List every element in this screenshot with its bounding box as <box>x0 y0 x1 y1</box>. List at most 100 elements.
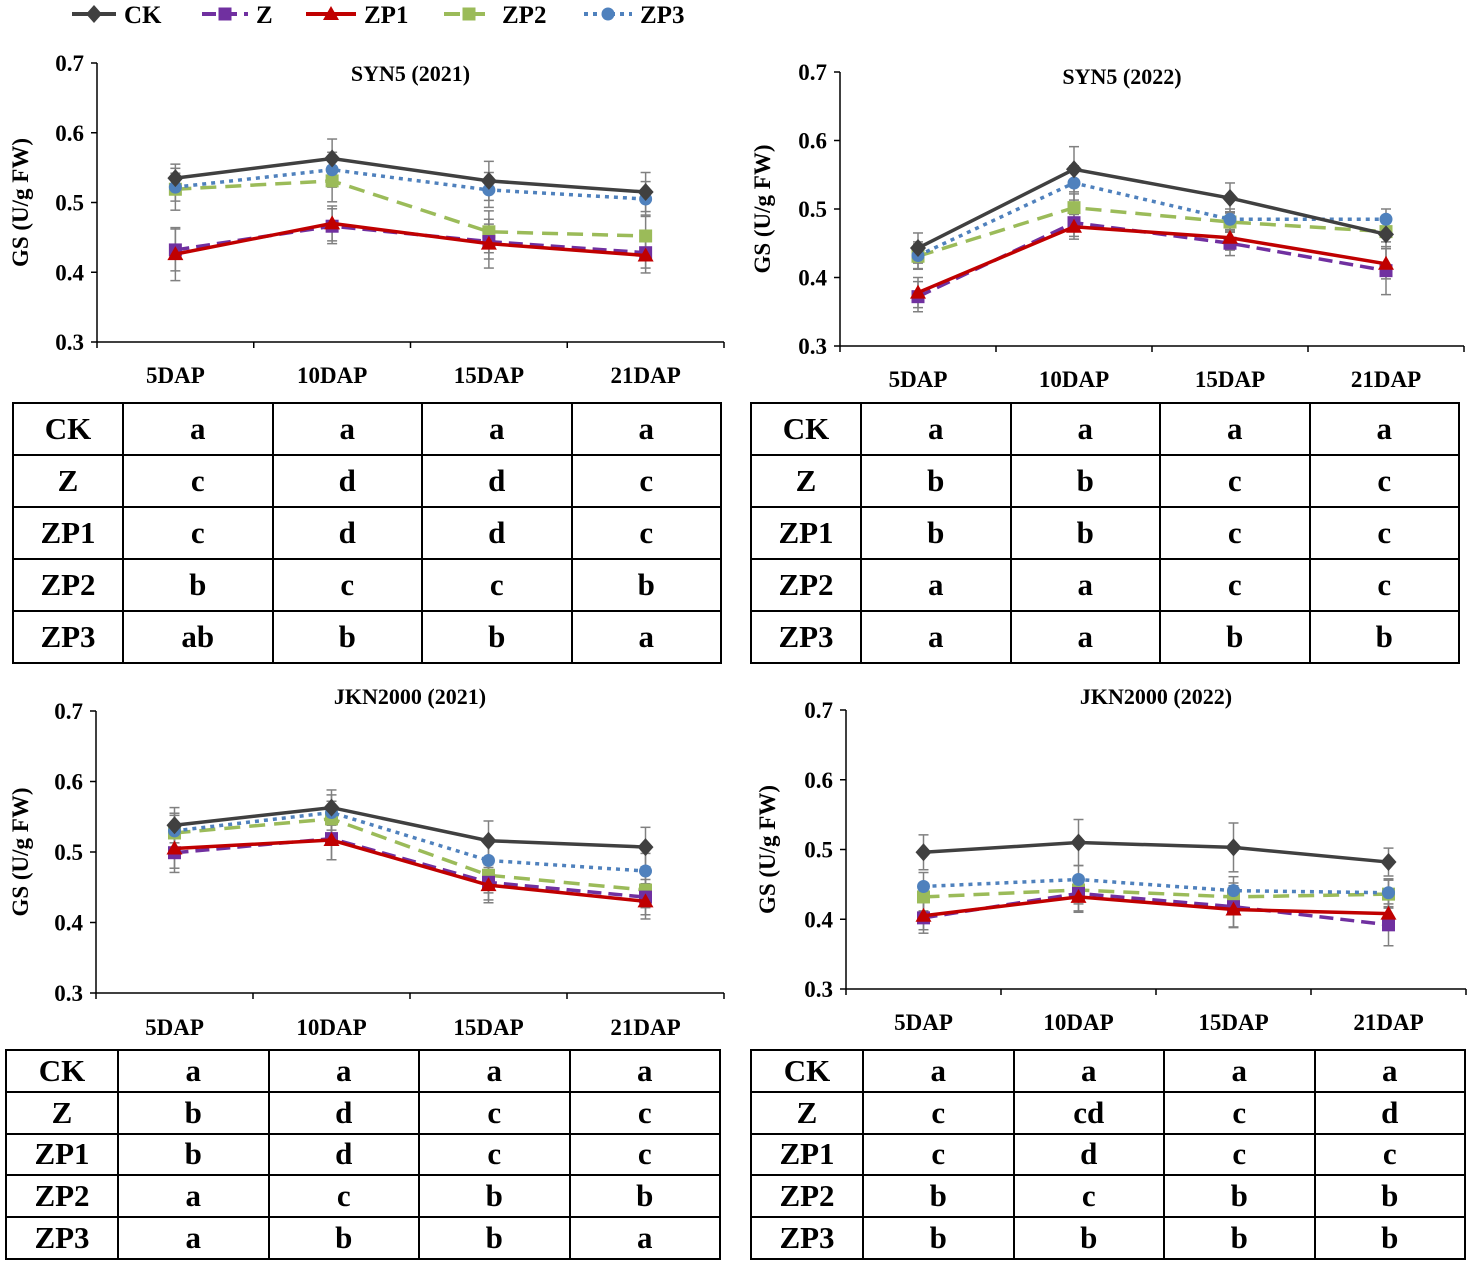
y-axis-label: GS (U/g FW) <box>8 787 33 916</box>
table-cell: a <box>117 1174 270 1219</box>
row-label: ZP1 <box>12 506 124 560</box>
x-tick-label: 21DAP <box>610 363 680 388</box>
series-zp1 <box>915 888 1397 922</box>
table-cell: ab <box>122 610 274 664</box>
series-line-zp2 <box>917 205 1387 258</box>
table-cell: a <box>1009 610 1161 664</box>
data-point-zp1 <box>637 893 654 908</box>
data-point-zp1 <box>915 907 932 922</box>
table-cell: c <box>418 1132 571 1177</box>
x-tick-label: 21DAP <box>610 1015 680 1040</box>
table-cell: c <box>1308 506 1460 560</box>
table-cell: c <box>421 558 573 612</box>
table-cell: a <box>1159 402 1311 456</box>
table-row: CK a a a a <box>750 1049 1466 1093</box>
y-tick-label: 0.7 <box>55 51 84 76</box>
data-point-zp1 <box>480 877 497 892</box>
data-point-zp1 <box>1378 255 1394 270</box>
chart-panel-1: SYN5 (2021) 0.3 0.4 0.5 0.6 0.7 5DAP 10DAP 15DAP… <box>8 51 725 388</box>
data-point-ck <box>480 831 497 850</box>
row-label: ZP2 <box>12 558 124 612</box>
table-cell: c <box>1308 454 1460 508</box>
data-point-ck <box>637 838 654 857</box>
table-cell: a <box>570 610 722 664</box>
data-point-ck <box>1380 853 1397 872</box>
x-tick-label: 21DAP <box>1353 1010 1423 1035</box>
table-cell: a <box>418 1049 571 1093</box>
y-tick-label: 0.3 <box>804 977 833 1002</box>
series-line-zp1 <box>174 838 646 904</box>
table-cell: b <box>860 506 1012 560</box>
table-row: ZP2 a a c c <box>750 558 1460 612</box>
series-zp1 <box>166 832 654 908</box>
series-zp3 <box>917 872 1395 900</box>
y-tick-label: 0.4 <box>804 907 833 932</box>
y-tick-label: 0.5 <box>804 838 833 863</box>
table-cell: c <box>568 1132 721 1177</box>
y-tick-label: 0.6 <box>55 121 84 146</box>
series-line-ck <box>917 167 1387 250</box>
table-cell: b <box>568 1174 721 1219</box>
row-label: Z <box>750 454 862 508</box>
series-line-zp2 <box>923 888 1389 899</box>
table-cell: b <box>570 558 722 612</box>
series-line-zp2 <box>175 179 646 238</box>
data-point-ck <box>324 149 341 168</box>
series-line-zp3 <box>175 167 646 201</box>
row-label: CK <box>12 402 124 456</box>
legend-label-ck: CK <box>124 2 162 29</box>
table-cell: c <box>122 454 274 508</box>
series-line-ck <box>175 156 646 194</box>
x-tick-label: 5DAP <box>146 363 205 388</box>
chart-panel-2: SYN5 (2022) 0.3 0.4 0.5 0.6 0.7 5DAP 10DAP 15DAP… <box>750 60 1465 392</box>
table-row: ZP3 ab b b a <box>12 610 722 664</box>
y-axis-label: GS (U/g FW) <box>8 138 33 267</box>
series-line-zp3 <box>923 877 1389 895</box>
table-cell: a <box>1308 402 1460 456</box>
table-cell: d <box>271 506 423 560</box>
data-point-zp1 <box>637 247 654 262</box>
row-label: ZP2 <box>750 558 862 612</box>
table-cell: b <box>267 1216 420 1260</box>
legend-marker-ck <box>86 5 102 23</box>
legend-marker-zp2 <box>462 7 476 21</box>
data-point-ck <box>480 171 497 190</box>
y-tick-label: 0.3 <box>55 330 84 355</box>
x-tick-label: 5DAP <box>889 367 948 392</box>
table-cell: b <box>117 1132 270 1177</box>
table-cell: d <box>267 1090 420 1135</box>
row-label: ZP3 <box>12 610 124 664</box>
table-cell: a <box>421 402 573 456</box>
data-point-zp3 <box>639 864 652 878</box>
series-line-zp1 <box>917 225 1387 295</box>
table-cell: a <box>570 402 722 456</box>
y-tick-label: 0.7 <box>804 698 833 723</box>
y-tick-label: 0.7 <box>54 699 83 724</box>
table-cell: b <box>418 1216 571 1260</box>
table-cell: a <box>1012 1049 1165 1093</box>
y-tick-label: 0.4 <box>55 260 84 285</box>
data-point-ck <box>915 843 932 862</box>
table-cell: b <box>122 558 274 612</box>
legend: CK Z ZP1 ZP2 ZP3 <box>72 2 684 29</box>
table-cell: b <box>421 610 573 664</box>
data-point-zp1 <box>167 246 184 261</box>
table-cell: b <box>860 454 1012 508</box>
row-label: ZP1 <box>5 1132 119 1177</box>
table-cell: c <box>570 506 722 560</box>
table-cell: a <box>267 1049 420 1093</box>
data-point-ck <box>1222 189 1238 208</box>
data-point-z <box>1382 918 1395 932</box>
table-row: CK a a a a <box>750 402 1460 456</box>
data-point-zp1 <box>480 235 497 250</box>
data-point-zp2 <box>1067 201 1081 215</box>
table-cell: c <box>1308 558 1460 612</box>
y-axis-label: GS (U/g FW) <box>755 785 780 914</box>
x-tick-label: 15DAP <box>454 363 524 388</box>
x-tick-label: 5DAP <box>145 1015 204 1040</box>
table-cell: d <box>421 506 573 560</box>
table-cell: c <box>1159 506 1311 560</box>
